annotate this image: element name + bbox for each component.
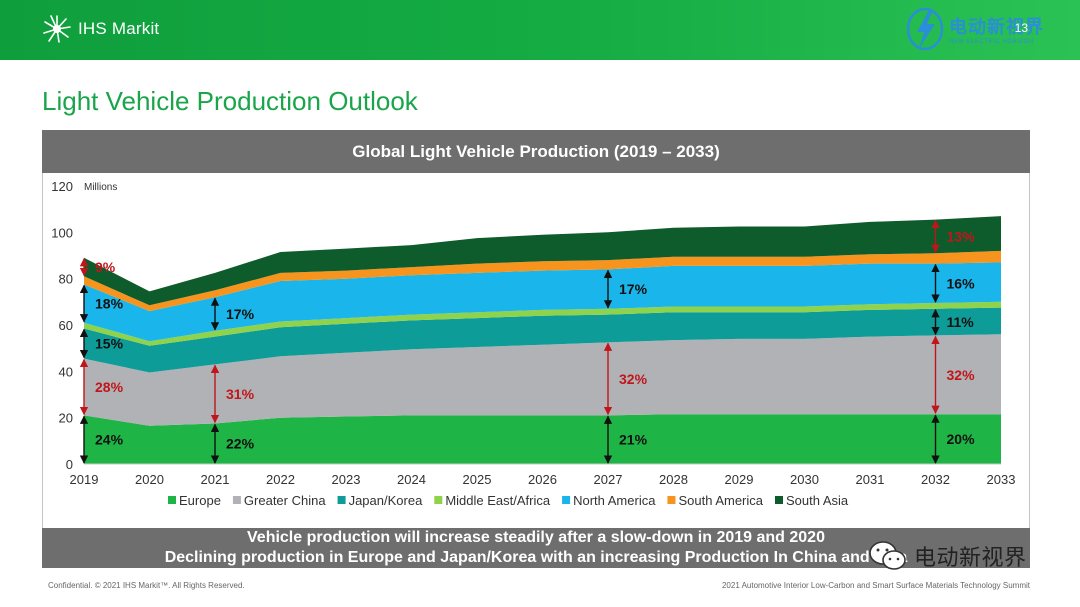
annotation-label: 31%	[226, 386, 255, 402]
y-tick-label: 40	[59, 364, 73, 379]
annotation-label: 16%	[947, 275, 976, 291]
x-tick-label: 2030	[790, 472, 819, 487]
x-tick-label: 2032	[921, 472, 950, 487]
annotation-label: 9%	[95, 259, 116, 275]
area-japan-korea	[84, 307, 1001, 373]
area-middle-east-africa	[84, 301, 1001, 346]
annotation-label: 32%	[619, 371, 648, 387]
legend-label-north-america: North America	[573, 493, 656, 508]
annotation-label: 13%	[947, 228, 976, 244]
annotation-label: 18%	[95, 296, 124, 312]
area-south-america	[84, 250, 1001, 312]
area-greater-china	[84, 334, 1001, 426]
legend-swatch-japan-korea	[337, 496, 346, 504]
legend-swatch-greater-china	[232, 496, 241, 504]
logo-text: IHS Markit	[78, 19, 160, 38]
slide-title: Light Vehicle Production Outlook	[42, 86, 418, 116]
ihs-markit-logo: IHS Markit	[42, 14, 159, 44]
x-tick-label: 2024	[397, 472, 426, 487]
legend-label-south-asia: South Asia	[786, 493, 849, 508]
x-tick-label: 2022	[266, 472, 295, 487]
page-number: 13	[1014, 21, 1028, 35]
legend-swatch-north-america	[562, 496, 571, 504]
footer-line-1: Vehicle production will increase steadil…	[247, 529, 825, 546]
footer-line-2: Declining production in Europe and Japan…	[164, 549, 908, 566]
annotation-label: 32%	[947, 367, 976, 383]
annotation-label: 17%	[226, 306, 255, 322]
wechat-icon	[869, 541, 906, 570]
x-tick-label: 2020	[135, 472, 164, 487]
legend-label-japan-korea: Japan/Korea	[349, 493, 423, 508]
y-axis-label: Millions	[84, 182, 117, 193]
legend-swatch-south-asia	[775, 496, 783, 504]
wechat-watermark-text: 电动新视界	[914, 545, 1027, 570]
x-tick-label: 2021	[201, 472, 230, 487]
y-tick-label: 100	[51, 225, 73, 240]
lightning-globe-icon	[906, 7, 944, 51]
area-south-asia	[84, 216, 1001, 306]
legend-label-europe: Europe	[179, 493, 221, 508]
chart-header: Global Light Vehicle Production (2019 – …	[42, 130, 1030, 173]
stacked-area-chart: 0 20 40 60 80 100 120 Millions 2019 2020 2021 2022 2…	[51, 179, 1016, 508]
x-tick-label: 2025	[463, 472, 492, 487]
chart-footer: Vehicle production will increase steadil…	[42, 528, 1030, 568]
wechat-watermark: 电动新视界	[868, 540, 1027, 572]
area-north-america	[84, 262, 1001, 342]
y-tick-label: 120	[51, 179, 73, 194]
annotation-label: 24%	[95, 432, 124, 448]
x-tick-label: 2023	[332, 472, 361, 487]
annotation-label: 11%	[947, 314, 975, 330]
area-europe	[84, 414, 1001, 464]
x-tick-label: 2033	[987, 472, 1016, 487]
legend-label-greater-china: Greater China	[244, 493, 326, 508]
y-tick-label: 0	[66, 457, 73, 472]
x-tick-label: 2031	[856, 472, 885, 487]
legend-swatch-europe	[168, 496, 176, 504]
x-tick-label: 2019	[70, 472, 99, 487]
annotation-label: 15%	[95, 336, 124, 352]
top-banner: IHS Markit 电动新视界 NEW ELECTRIC HORIZON 13	[0, 0, 1080, 60]
annotation-label: 17%	[619, 281, 648, 297]
watermark-en-text: NEW ELECTRIC HORIZON	[949, 39, 1034, 45]
annotation-label: 20%	[947, 431, 976, 447]
x-tick-label: 2027	[594, 472, 623, 487]
watermark-cn-text: 电动新视界	[949, 17, 1044, 37]
y-tick-label: 60	[59, 318, 73, 333]
x-tick-label: 2028	[659, 472, 688, 487]
x-tick-label: 2026	[528, 472, 557, 487]
legend-swatch-middle-east-africa	[434, 496, 443, 504]
legend-label-middle-east-africa: Middle East/Africa	[445, 493, 551, 508]
annotation-label: 28%	[95, 379, 124, 395]
event-text: 2021 Automotive Interior Low-Carbon and …	[721, 581, 1030, 590]
y-tick-label: 80	[59, 272, 73, 287]
starburst-logo-icon	[43, 15, 71, 43]
y-tick-label: 20	[59, 411, 73, 426]
legend-swatch-south-america	[667, 496, 676, 504]
annotation-label: 22%	[226, 436, 255, 452]
legend-label-south-america: South America	[678, 493, 763, 508]
annotation-label: 21%	[619, 432, 648, 448]
copyright-text: Confidential. © 2021 IHS Markit™. All Ri…	[48, 581, 245, 590]
watermark-top: 电动新视界 NEW ELECTRIC HORIZON	[905, 6, 1044, 52]
x-tick-label: 2029	[725, 472, 754, 487]
